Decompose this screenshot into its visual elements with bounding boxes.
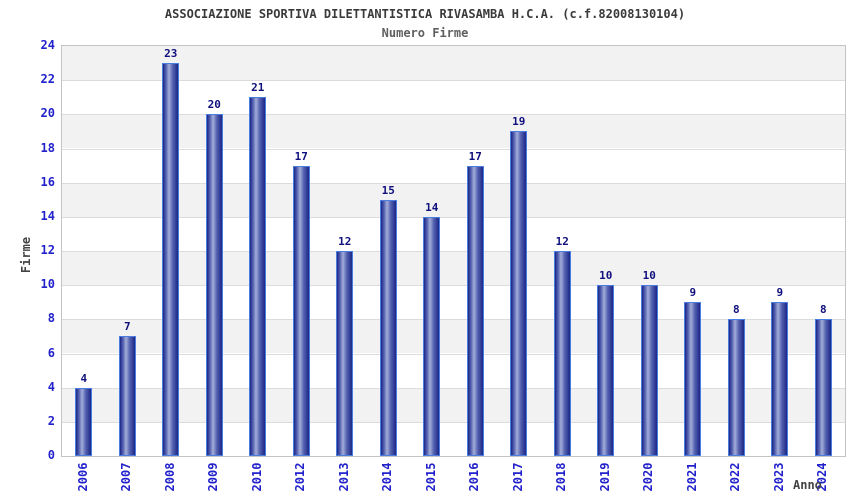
grid-band <box>62 251 845 286</box>
bar-value-label: 8 <box>819 303 827 317</box>
bar-value-label: 17 <box>468 149 482 163</box>
grid-band <box>62 148 845 183</box>
grid-band <box>62 216 845 251</box>
bar <box>466 165 484 456</box>
y-tick-label: 14 <box>40 208 55 223</box>
y-tick-label: 6 <box>47 345 55 360</box>
y-tick-label: 16 <box>40 174 55 189</box>
x-tick-label: 2020 <box>641 462 656 492</box>
bar <box>292 165 310 456</box>
bar-value-label: 17 <box>294 149 308 163</box>
bar <box>553 251 571 456</box>
gridline <box>62 421 845 423</box>
x-tick-label: 2009 <box>206 462 221 492</box>
bar <box>379 199 397 456</box>
bar <box>771 302 789 456</box>
bar <box>336 251 354 456</box>
y-tick-label: 4 <box>47 379 55 394</box>
x-tick-label: 2010 <box>249 462 264 492</box>
bar-value-label: 12 <box>555 235 569 248</box>
bar <box>510 131 528 456</box>
chart-subtitle: Numero Firme <box>381 26 469 40</box>
x-tick-label: 2021 <box>684 462 699 492</box>
y-tick-label: 2 <box>47 413 55 428</box>
grid-band <box>62 285 845 320</box>
x-tick-label: 2012 <box>293 462 308 492</box>
bar-value-label: 12 <box>338 235 352 248</box>
grid-band <box>62 114 845 149</box>
bar <box>249 97 267 456</box>
chart-title: ASSOCIAZIONE SPORTIVA DILETTANTISTICA RI… <box>164 7 686 21</box>
y-tick-label: 10 <box>40 277 55 292</box>
y-axis-title: Firme <box>19 236 33 274</box>
gridline <box>62 251 845 252</box>
grid-band <box>62 353 845 388</box>
bar <box>597 285 615 456</box>
x-tick-label: 2017 <box>510 462 525 492</box>
bar-value-label: 21 <box>251 81 265 95</box>
bar <box>684 302 702 456</box>
bar-value-label: 10 <box>599 269 613 283</box>
bar <box>118 336 136 456</box>
x-tick-label: 2019 <box>597 462 612 492</box>
bar <box>814 319 832 456</box>
bar <box>162 63 180 456</box>
bar-value-label: 9 <box>776 286 784 300</box>
x-axis-title: Anno <box>793 478 822 492</box>
bar-value-label: 15 <box>381 183 395 197</box>
bar-value-label: 4 <box>80 371 88 385</box>
bar <box>423 216 441 456</box>
bar-value-label: 19 <box>512 115 526 129</box>
gridline <box>62 182 845 184</box>
x-tick-label: 2023 <box>771 462 786 492</box>
bar <box>75 387 93 456</box>
bar-value-label: 14 <box>425 200 439 214</box>
grid-band <box>62 80 845 115</box>
x-tick-label: 2013 <box>336 462 351 492</box>
y-tick-label: 20 <box>40 106 55 121</box>
x-tick-label: 2018 <box>554 462 569 492</box>
gridline <box>62 216 845 218</box>
bar-value-label: 20 <box>207 98 221 112</box>
gridline <box>62 387 845 389</box>
gridline <box>62 319 845 321</box>
bar-value-label: 7 <box>123 320 131 334</box>
x-tick-label: 2022 <box>728 462 743 492</box>
gridline <box>62 148 845 150</box>
gridline <box>62 80 845 82</box>
x-tick-label: 2007 <box>119 462 134 492</box>
x-tick-label: 2015 <box>423 462 438 492</box>
x-tick-label: 2006 <box>75 462 90 492</box>
gridline <box>62 353 845 355</box>
grid-band <box>62 182 845 217</box>
bar <box>640 285 658 456</box>
gridline <box>62 285 845 287</box>
grid-band <box>62 319 845 354</box>
y-tick-label: 8 <box>47 311 55 326</box>
bar <box>205 114 223 456</box>
y-tick-label: 22 <box>40 72 55 87</box>
grid-band <box>62 387 845 422</box>
plot-area: 4 7 23 20 21 17 12 15 14 17 19 12 10 10 9 8 9 8 <box>61 45 846 457</box>
bar-value-label: 23 <box>164 47 178 61</box>
bar <box>727 319 745 456</box>
y-tick-label: 12 <box>40 243 55 257</box>
bar-value-label: 9 <box>689 286 697 300</box>
x-tick-label: 2014 <box>380 462 395 492</box>
grid-band <box>62 421 845 456</box>
gridline <box>62 114 845 116</box>
y-tick-label: 0 <box>47 448 55 462</box>
y-tick-label: 18 <box>40 140 55 155</box>
y-tick-label: 24 <box>40 38 55 52</box>
bar-value-label: 10 <box>642 269 656 283</box>
grid-band <box>62 46 845 81</box>
x-tick-label: 2016 <box>467 462 482 492</box>
bar-value-label: 8 <box>732 303 740 317</box>
x-tick-label: 2008 <box>162 462 177 492</box>
